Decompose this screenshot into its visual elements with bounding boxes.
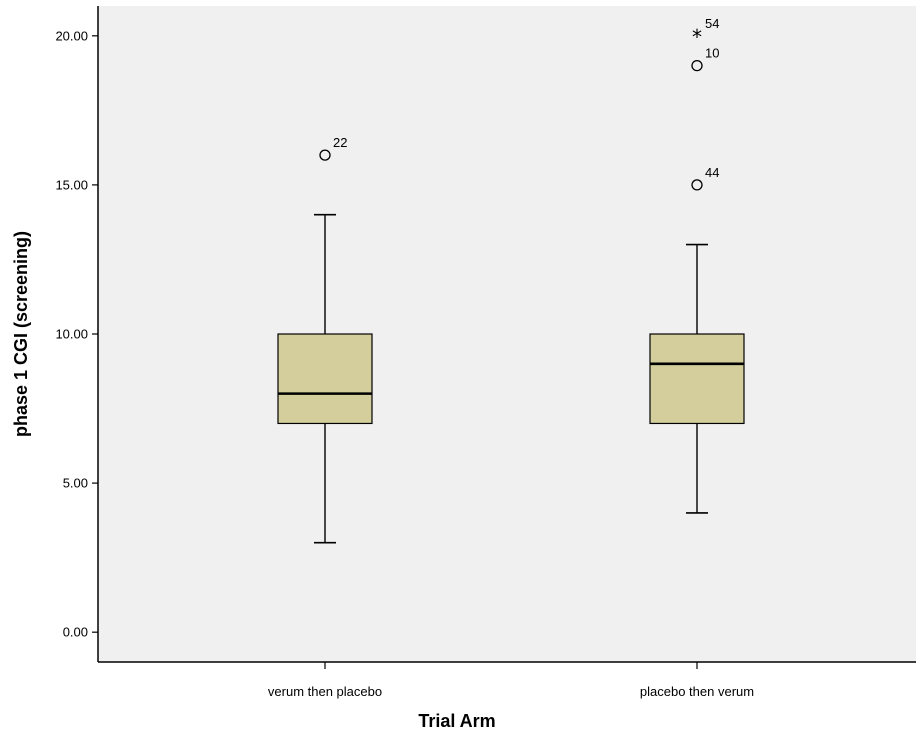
y-tick-label: 20.00 bbox=[55, 28, 88, 43]
y-axis-ticks: 0.00 5.00 10.00 15.00 20.00 bbox=[55, 28, 98, 640]
outlier-label: 44 bbox=[705, 165, 719, 180]
x-axis-title: Trial Arm bbox=[418, 711, 495, 731]
y-tick-label: 15.00 bbox=[55, 177, 88, 192]
outlier-label: 10 bbox=[705, 46, 719, 61]
y-axis-title: phase 1 CGI (screening) bbox=[11, 231, 31, 437]
plot-background bbox=[98, 6, 916, 662]
x-tick-label: verum then placebo bbox=[268, 684, 382, 699]
box-iqr bbox=[649, 333, 745, 425]
y-tick-label: 0.00 bbox=[63, 625, 88, 640]
boxes: 22 *54 10 44 bbox=[277, 16, 745, 544]
outlier-marker bbox=[319, 149, 331, 161]
outlier-label: 54 bbox=[705, 16, 719, 31]
outlier-label: 22 bbox=[333, 135, 347, 150]
x-axis-ticks: verum then placebo placebo then verum bbox=[268, 662, 754, 699]
outlier-marker bbox=[691, 179, 703, 191]
y-tick-label: 10.00 bbox=[55, 327, 88, 342]
box-iqr bbox=[277, 333, 373, 425]
outlier-extreme-marker: * bbox=[692, 25, 702, 49]
x-tick-label: placebo then verum bbox=[640, 684, 754, 699]
box-group: *54 10 44 bbox=[649, 16, 745, 514]
y-tick-label: 5.00 bbox=[63, 476, 88, 491]
box-group: 22 bbox=[277, 135, 373, 544]
outlier-marker bbox=[691, 59, 703, 72]
